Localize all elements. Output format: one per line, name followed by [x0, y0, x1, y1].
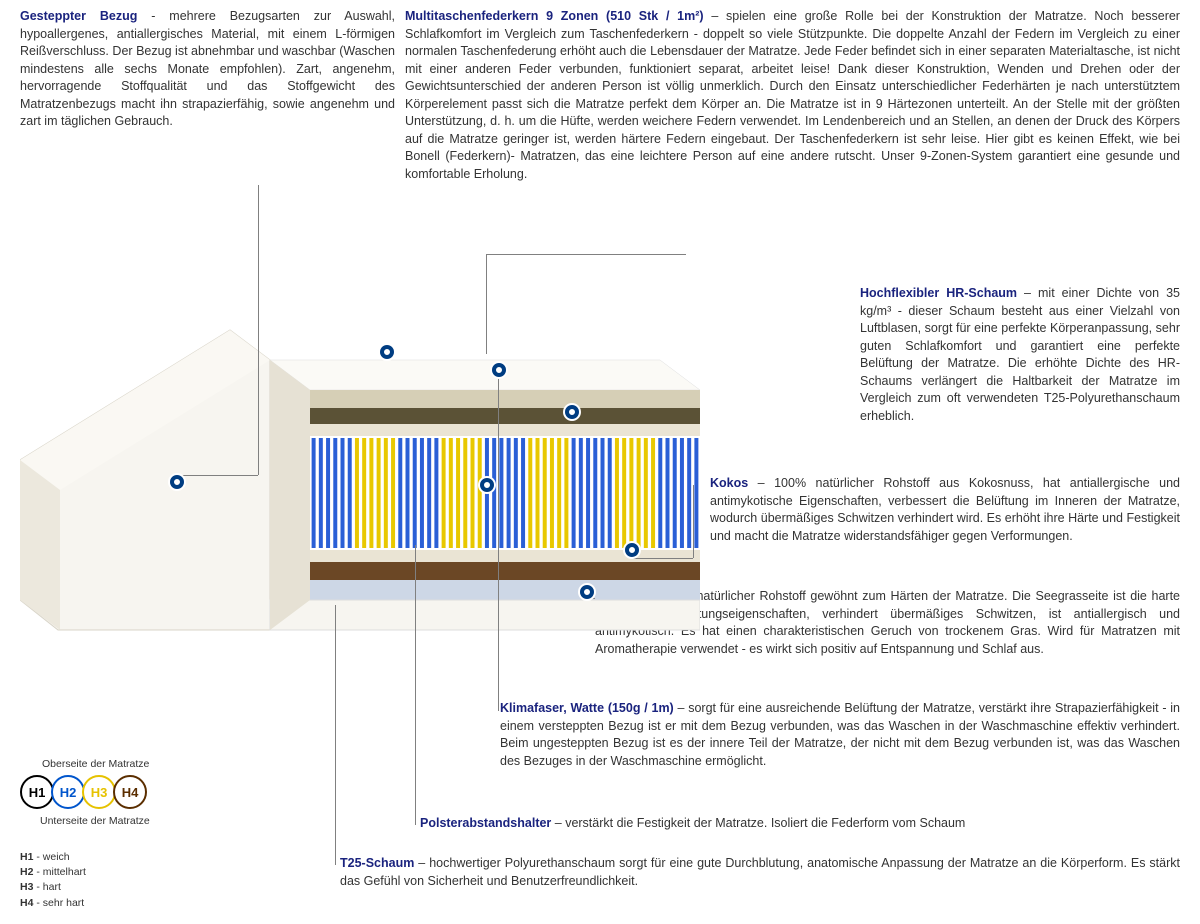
section-hrschaum: Hochflexibler HR-Schaum – mit einer Dich…: [860, 285, 1180, 425]
lead-t25-v: [335, 605, 336, 865]
mattress-illustration: [20, 300, 700, 660]
legend-circle-H2: H2: [51, 775, 85, 809]
legend-def-H3: H3 - hart: [20, 880, 86, 895]
legend-top-label: Oberseite der Matratze: [42, 758, 149, 770]
legend-def-H4: H4 - sehr hart: [20, 896, 86, 911]
legend-def-H2: H2 - mittelhart: [20, 865, 86, 880]
text-hrschaum: – mit einer Dichte von 35 kg/m³ - dieser…: [860, 286, 1180, 423]
section-t25: T25-Schaum – hochwertiger Polyurethansch…: [340, 855, 1180, 890]
dot-seagrass: [492, 363, 506, 377]
lead-kokos-v: [693, 485, 694, 558]
legend-circle-H3: H3: [82, 775, 116, 809]
title-multitaschen: Multitaschenfederkern 9 Zonen (510 Stk /…: [405, 9, 704, 23]
dot-felt-top: [565, 405, 579, 419]
text-polster: – verstärkt die Festigkeit der Matratze.…: [551, 816, 965, 830]
dot-hrschaum: [380, 345, 394, 359]
legend-bottom-label: Unterseite der Matratze: [40, 815, 150, 827]
section-polster: Polsterabstandshalter – verstärkt die Fe…: [420, 815, 1180, 833]
lead-seegras-h: [590, 598, 595, 599]
legend-circle-H1: H1: [20, 775, 54, 809]
text-gesteppter: - mehrere Bezugsarten zur Auswahl, hypoa…: [20, 9, 395, 128]
title-t25: T25-Schaum: [340, 856, 414, 870]
text-kokos: – 100% natürlicher Rohstoff aus Kokosnus…: [710, 476, 1180, 543]
title-kokos: Kokos: [710, 476, 748, 490]
text-multitaschen: – spielen eine große Rolle bei der Konst…: [405, 9, 1180, 181]
legend-definitions: H1 - weichH2 - mittelhartH3 - hartH4 - s…: [20, 850, 86, 911]
lead-kokos: [633, 558, 693, 559]
lead-polster-v: [415, 545, 416, 825]
title-klimafaser: Klimafaser, Watte (150g / 1m): [500, 701, 674, 715]
title-hrschaum: Hochflexibler HR-Schaum: [860, 286, 1017, 300]
dot-klimafaser: [580, 585, 594, 599]
title-gesteppter: Gesteppter Bezug: [20, 9, 137, 23]
lead-klimafaser-v: [498, 371, 499, 711]
lead-cover: [258, 185, 259, 475]
dot-cover: [170, 475, 184, 489]
dot-springs: [480, 478, 494, 492]
legend-circles: H1H2H3H4: [20, 775, 144, 809]
title-polster: Polsterabstandshalter: [420, 816, 551, 830]
section-gesteppter: Gesteppter Bezug - mehrere Bezugsarten z…: [20, 8, 395, 131]
section-klimafaser: Klimafaser, Watte (150g / 1m) – sorgt fü…: [500, 700, 1180, 770]
legend-circle-H4: H4: [113, 775, 147, 809]
dot-kokos: [625, 543, 639, 557]
lead-springs-h: [486, 254, 686, 255]
lead-cover-h: [178, 475, 258, 476]
lead-springs: [486, 254, 487, 354]
section-multitaschen: Multitaschenfederkern 9 Zonen (510 Stk /…: [405, 8, 1180, 183]
legend-def-H1: H1 - weich: [20, 850, 86, 865]
section-kokos: Kokos – 100% natürlicher Rohstoff aus Ko…: [710, 475, 1180, 545]
text-t25: – hochwertiger Polyurethanschaum sorgt f…: [340, 856, 1180, 888]
